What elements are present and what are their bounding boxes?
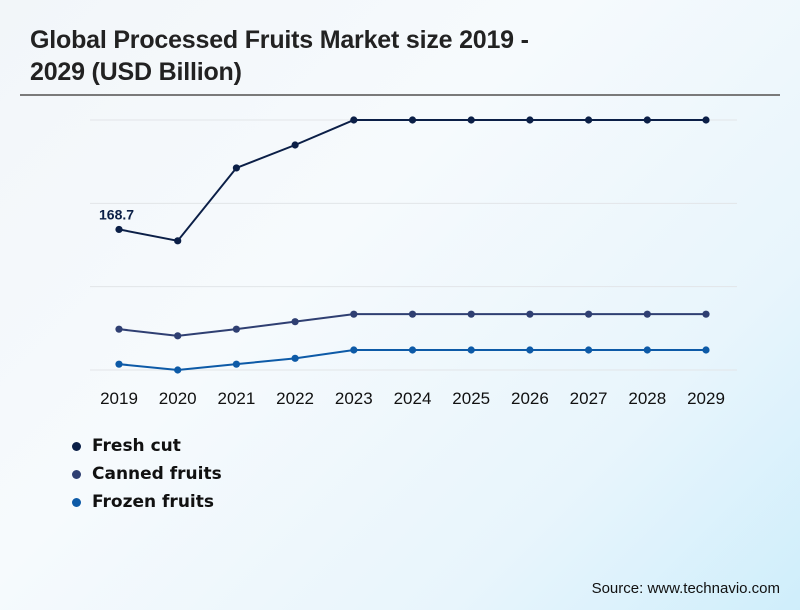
gridlines — [90, 119, 737, 371]
x-tick-label: 2023 — [335, 389, 373, 408]
data-point-canned-fruits-2023[interactable] — [350, 310, 358, 318]
data-point-frozen-fruits-2020[interactable] — [174, 366, 182, 374]
data-point-fresh-cut-2025[interactable] — [467, 116, 475, 124]
data-point-frozen-fruits-2029[interactable] — [702, 346, 710, 354]
x-tick-label: 2021 — [217, 389, 255, 408]
data-point-canned-fruits-2026[interactable] — [526, 310, 534, 318]
data-point-fresh-cut-2026[interactable] — [526, 116, 534, 124]
legend-label: Fresh cut — [92, 436, 181, 456]
data-point-fresh-cut-2020[interactable] — [174, 237, 182, 245]
legend-marker-icon — [72, 497, 81, 507]
data-point-canned-fruits-2025[interactable] — [467, 310, 475, 318]
x-tick-label: 2027 — [570, 389, 608, 408]
title-divider — [20, 94, 780, 96]
data-point-fresh-cut-2023[interactable] — [350, 116, 358, 124]
x-tick-label: 2025 — [452, 389, 490, 408]
data-point-canned-fruits-2021[interactable] — [232, 325, 240, 333]
x-tick-label: 2028 — [628, 389, 666, 408]
data-point-frozen-fruits-2028[interactable] — [643, 346, 651, 354]
x-axis-ticks: 2019 2020 2021 2022 2023 2024 2025 2026 2027 2028… — [100, 389, 725, 408]
data-point-fresh-cut-2021[interactable] — [232, 164, 240, 172]
series-points — [115, 116, 710, 374]
legend-label: Frozen fruits — [92, 492, 214, 512]
x-tick-label: 2024 — [394, 389, 432, 408]
x-tick-label: 2020 — [159, 389, 197, 408]
data-point-frozen-fruits-2023[interactable] — [350, 346, 358, 354]
data-point-canned-fruits-2028[interactable] — [643, 310, 651, 318]
data-point-fresh-cut-2022[interactable] — [291, 141, 299, 149]
legend-item-fresh-cut[interactable]: Fresh cut — [72, 432, 222, 460]
data-point-canned-fruits-2020[interactable] — [174, 332, 182, 340]
x-tick-label: 2026 — [511, 389, 549, 408]
data-point-canned-fruits-2029[interactable] — [702, 310, 710, 318]
series-line-fresh-cut — [118, 119, 706, 242]
source-credit: Source: www.technavio.com — [591, 580, 780, 597]
data-point-frozen-fruits-2025[interactable] — [467, 346, 475, 354]
data-point-fresh-cut-2028[interactable] — [643, 116, 651, 124]
legend-marker-icon — [72, 441, 81, 451]
data-point-frozen-fruits-2026[interactable] — [526, 346, 534, 354]
legend-item-canned-fruits[interactable]: Canned fruits — [72, 460, 222, 488]
data-point-canned-fruits-2022[interactable] — [291, 318, 299, 326]
data-point-fresh-cut-2019[interactable] — [115, 225, 123, 234]
chart-title: Global Processed Fruits Market size 2019… — [30, 24, 529, 88]
data-point-frozen-fruits-2022[interactable] — [291, 354, 299, 362]
chart-title-line-2: 2029 (USD Billion) — [30, 58, 242, 86]
data-point-frozen-fruits-2024[interactable] — [408, 346, 417, 354]
annotations: 168.7 — [99, 206, 134, 222]
x-tick-label: 2022 — [276, 389, 314, 408]
data-point-canned-fruits-2024[interactable] — [408, 310, 417, 318]
data-label: 168.7 — [99, 206, 134, 222]
legend-marker-icon — [72, 469, 81, 479]
series-lines — [118, 119, 706, 372]
x-tick-label: 2029 — [687, 389, 725, 408]
data-point-frozen-fruits-2027[interactable] — [585, 346, 593, 354]
x-tick-label: 2019 — [100, 389, 138, 408]
data-point-canned-fruits-2019[interactable] — [115, 325, 123, 333]
legend: Fresh cut Canned fruits Frozen fruits — [72, 432, 222, 516]
data-point-frozen-fruits-2021[interactable] — [232, 360, 240, 368]
data-point-frozen-fruits-2019[interactable] — [115, 360, 123, 368]
data-point-fresh-cut-2027[interactable] — [585, 116, 593, 124]
data-point-canned-fruits-2027[interactable] — [585, 310, 593, 318]
legend-item-frozen-fruits[interactable]: Frozen fruits — [72, 488, 222, 516]
legend-label: Canned fruits — [92, 464, 222, 484]
data-point-fresh-cut-2024[interactable] — [408, 116, 417, 124]
data-point-fresh-cut-2029[interactable] — [702, 116, 710, 124]
chart-title-line-1: Global Processed Fruits Market size 2019… — [30, 26, 529, 54]
